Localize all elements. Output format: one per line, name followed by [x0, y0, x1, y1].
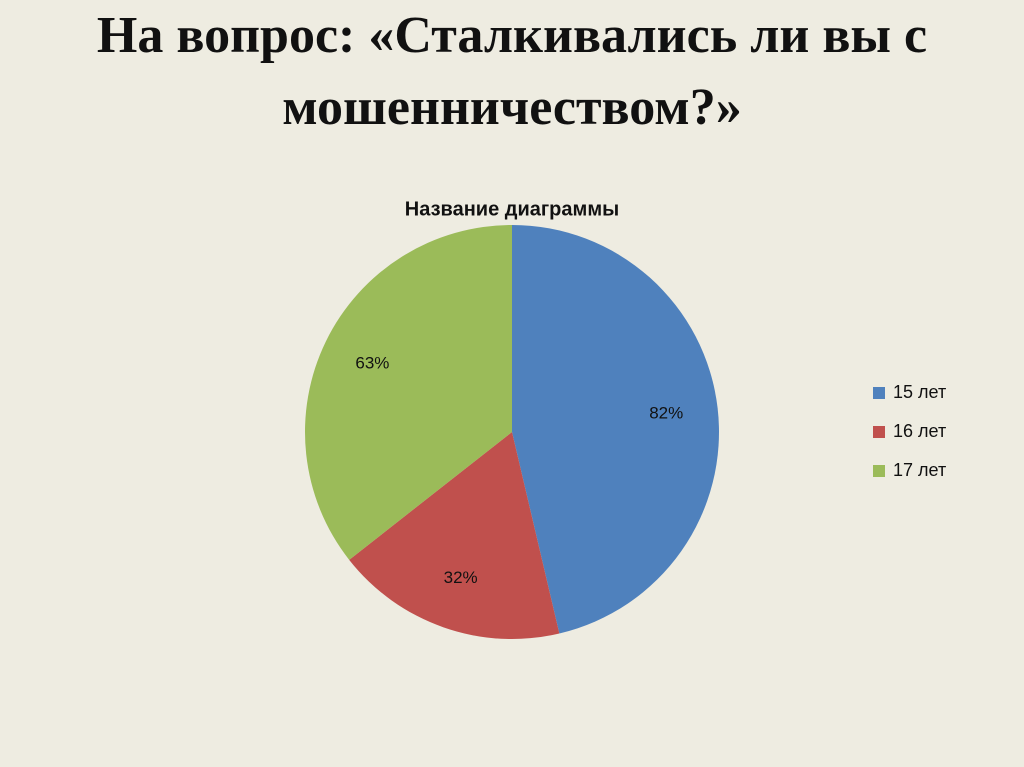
pie-slice [512, 225, 719, 634]
slide-title: На вопрос: «Сталкивались ли вы с мошенни… [96, 7, 928, 136]
data-label: 63% [355, 354, 389, 373]
legend-label: 17 лет [893, 460, 946, 480]
data-label: 32% [444, 568, 478, 587]
chart-title: Название диаграммы [405, 198, 619, 220]
legend-swatch [873, 387, 885, 399]
legend-swatch [873, 426, 885, 438]
pie-slice [305, 225, 512, 560]
legend-swatch [873, 465, 885, 477]
data-label: 82% [649, 404, 683, 423]
legend-label: 16 лет [893, 421, 946, 441]
legend-label: 15 лет [893, 382, 946, 402]
pie-slice [349, 432, 560, 639]
